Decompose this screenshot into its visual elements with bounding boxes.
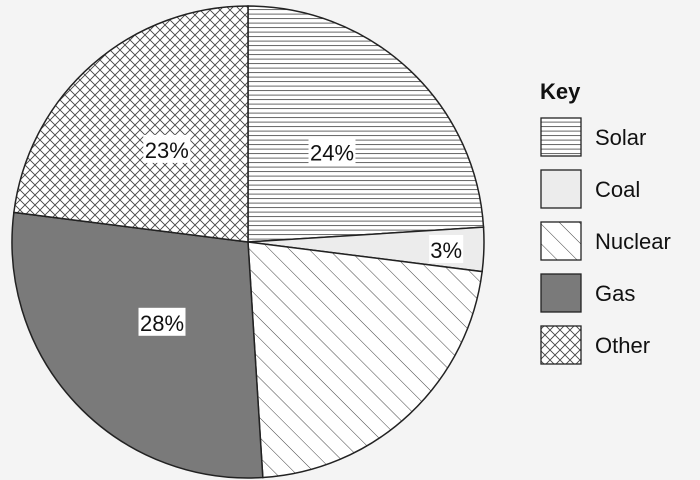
pie-value-label-text: 24% [310,141,354,166]
legend: Key Solar Coal Nuclear Gas Other [540,79,671,365]
legend-label-coal: Coal [595,177,640,202]
legend-label-other: Other [595,333,650,358]
pie-value-label-other: 23% [143,134,191,163]
legend-item-nuclear: Nuclear [540,221,671,261]
legend-item-gas: Gas [540,273,635,313]
pie-value-label-text: 23% [145,138,189,163]
pie-value-labels: 24% 3% 28% 23% [138,134,464,336]
legend-label-solar: Solar [595,125,646,150]
pie-value-label-text: 3% [430,238,462,263]
legend-swatch-nuclear [540,221,582,261]
pie-slice-other [13,5,249,243]
legend-title: Key [540,79,581,104]
pie-value-label-bg [429,235,464,263]
legend-item-coal: Coal [540,169,640,209]
legend-label-nuclear: Nuclear [595,229,671,254]
pie-slice-gas [11,211,264,479]
legend-swatch-coal [540,169,582,209]
pie-value-label-gas: 28% [138,307,186,336]
legend-swatch-other [540,325,582,365]
legend-item-solar: Solar [540,117,646,157]
pie-slice-solar [247,5,485,243]
pie-slice-nuclear [247,241,483,479]
pie-value-label-text: 28% [140,311,184,336]
pie-value-label-coal: 3% [429,235,464,263]
legend-swatch-gas [540,273,582,313]
pie-value-label-bg [143,134,191,163]
pie-slices [11,5,485,479]
pie-value-label-bg [138,307,186,336]
legend-swatch-solar [540,117,582,157]
pie-value-label-bg [308,137,356,166]
pie-value-label-solar: 24% [308,137,356,166]
legend-label-gas: Gas [595,281,635,306]
legend-item-other: Other [540,325,650,365]
